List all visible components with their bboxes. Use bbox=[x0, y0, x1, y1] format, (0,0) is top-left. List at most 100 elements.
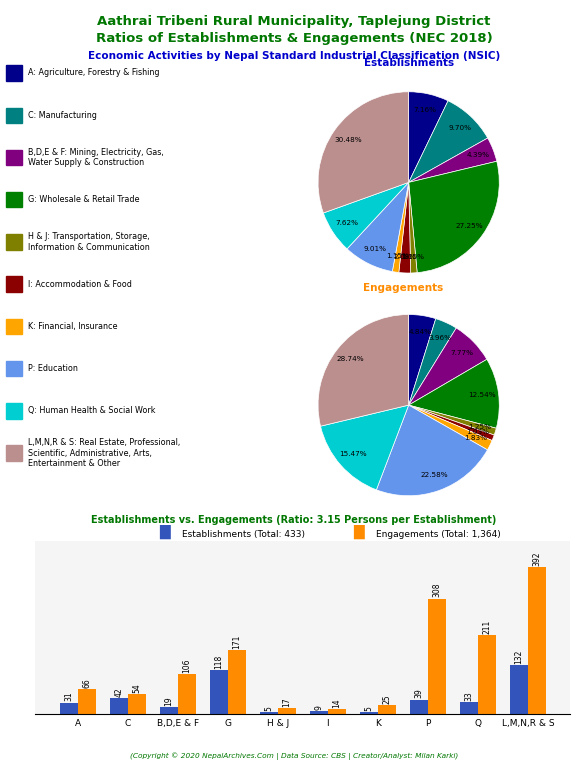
Text: 308: 308 bbox=[432, 583, 442, 598]
Text: Economic Activities by Nepal Standard Industrial Classification (NSIC): Economic Activities by Nepal Standard In… bbox=[88, 51, 500, 61]
Text: 25: 25 bbox=[382, 694, 392, 703]
Wedge shape bbox=[409, 315, 436, 406]
Text: Establishments vs. Engagements (Ratio: 3.15 Persons per Establishment): Establishments vs. Engagements (Ratio: 3… bbox=[91, 515, 497, 525]
Text: 5: 5 bbox=[264, 707, 273, 711]
Text: 33: 33 bbox=[465, 691, 473, 700]
Text: 1.03%: 1.03% bbox=[466, 429, 489, 435]
Text: █: █ bbox=[353, 525, 364, 539]
Text: 9.70%: 9.70% bbox=[448, 125, 471, 131]
Text: 5: 5 bbox=[365, 707, 373, 711]
Text: L,M,N,R & S: Real Estate, Professional,
Scientific, Administrative, Arts,
Entert: L,M,N,R & S: Real Estate, Professional, … bbox=[28, 439, 181, 468]
Bar bbox=[310, 711, 328, 714]
Wedge shape bbox=[409, 328, 487, 406]
Wedge shape bbox=[409, 406, 492, 450]
Wedge shape bbox=[409, 319, 456, 406]
Wedge shape bbox=[409, 183, 417, 273]
Text: Engagements: Engagements bbox=[363, 283, 443, 293]
Text: 7.16%: 7.16% bbox=[414, 107, 437, 113]
Text: P: Education: P: Education bbox=[28, 364, 78, 373]
Bar bbox=[178, 674, 196, 714]
Text: K: Financial, Insurance: K: Financial, Insurance bbox=[28, 322, 118, 331]
Text: I: Accommodation & Food: I: Accommodation & Food bbox=[28, 280, 132, 289]
Text: 3.96%: 3.96% bbox=[428, 335, 451, 340]
Text: 17: 17 bbox=[282, 697, 291, 707]
Wedge shape bbox=[409, 161, 499, 273]
Wedge shape bbox=[318, 92, 409, 213]
Bar bbox=[260, 713, 278, 714]
Bar bbox=[278, 708, 296, 714]
Title: Establishments: Establishments bbox=[363, 58, 454, 68]
Text: Aathrai Tribeni Rural Municipality, Taplejung District: Aathrai Tribeni Rural Municipality, Tapl… bbox=[97, 15, 491, 28]
Text: 22.58%: 22.58% bbox=[420, 472, 447, 478]
Text: 4.84%: 4.84% bbox=[409, 329, 432, 335]
Text: 1.25%: 1.25% bbox=[468, 424, 491, 430]
Wedge shape bbox=[409, 359, 499, 429]
Bar bbox=[360, 713, 378, 714]
Text: 54: 54 bbox=[132, 683, 141, 693]
Text: 7.62%: 7.62% bbox=[335, 220, 358, 227]
Text: 42: 42 bbox=[114, 687, 123, 697]
Wedge shape bbox=[320, 406, 409, 490]
Text: (Copyright © 2020 NepalArchives.Com | Data Source: CBS | Creator/Analyst: Milan : (Copyright © 2020 NepalArchives.Com | Da… bbox=[130, 753, 458, 760]
Bar bbox=[128, 694, 146, 714]
Text: 211: 211 bbox=[483, 620, 492, 634]
Text: B,D,E & F: Mining, Electricity, Gas,
Water Supply & Construction: B,D,E & F: Mining, Electricity, Gas, Wat… bbox=[28, 147, 164, 167]
Wedge shape bbox=[376, 406, 487, 495]
Bar bbox=[228, 650, 246, 714]
Wedge shape bbox=[409, 138, 497, 183]
Text: 19: 19 bbox=[164, 697, 173, 706]
Wedge shape bbox=[409, 406, 494, 441]
Wedge shape bbox=[318, 315, 409, 426]
Wedge shape bbox=[392, 183, 409, 273]
Bar bbox=[460, 702, 478, 714]
Text: 1.15%: 1.15% bbox=[386, 253, 409, 259]
Text: 14: 14 bbox=[332, 698, 342, 708]
Text: 2.08%: 2.08% bbox=[394, 253, 417, 260]
Text: █: █ bbox=[159, 525, 170, 539]
Text: 118: 118 bbox=[214, 654, 223, 669]
Wedge shape bbox=[409, 92, 448, 183]
Bar bbox=[378, 705, 396, 714]
Text: 4.39%: 4.39% bbox=[466, 152, 489, 158]
Text: 1.15%: 1.15% bbox=[402, 253, 425, 260]
Text: Ratios of Establishments & Engagements (NEC 2018): Ratios of Establishments & Engagements (… bbox=[96, 32, 492, 45]
Wedge shape bbox=[323, 183, 409, 249]
Text: 30.48%: 30.48% bbox=[334, 137, 362, 143]
Text: 39: 39 bbox=[415, 689, 423, 698]
Text: 392: 392 bbox=[533, 551, 542, 566]
Bar bbox=[410, 700, 428, 714]
Text: 9: 9 bbox=[315, 705, 323, 710]
Text: 7.77%: 7.77% bbox=[450, 350, 473, 356]
Text: 1.83%: 1.83% bbox=[464, 435, 487, 441]
Bar bbox=[109, 698, 128, 714]
Text: 132: 132 bbox=[514, 649, 523, 664]
Text: C: Manufacturing: C: Manufacturing bbox=[28, 111, 97, 120]
Text: 106: 106 bbox=[182, 659, 191, 674]
Text: G: Wholesale & Retail Trade: G: Wholesale & Retail Trade bbox=[28, 195, 140, 204]
Bar bbox=[510, 664, 528, 714]
Wedge shape bbox=[409, 406, 496, 435]
Text: Q: Human Health & Social Work: Q: Human Health & Social Work bbox=[28, 406, 156, 415]
Bar bbox=[328, 709, 346, 714]
Text: 28.74%: 28.74% bbox=[336, 356, 364, 362]
Text: H & J: Transportation, Storage,
Information & Communication: H & J: Transportation, Storage, Informat… bbox=[28, 232, 150, 252]
Wedge shape bbox=[347, 183, 409, 272]
Text: 27.25%: 27.25% bbox=[455, 223, 483, 229]
Text: A: Agriculture, Forestry & Fishing: A: Agriculture, Forestry & Fishing bbox=[28, 68, 160, 78]
Bar bbox=[78, 690, 96, 714]
Bar bbox=[528, 567, 546, 714]
Text: 15.47%: 15.47% bbox=[339, 451, 367, 457]
Bar bbox=[428, 598, 446, 714]
Bar bbox=[59, 703, 78, 714]
Bar bbox=[160, 707, 178, 714]
Bar bbox=[478, 635, 496, 714]
Text: 66: 66 bbox=[82, 679, 91, 688]
Text: 31: 31 bbox=[64, 692, 73, 701]
Bar bbox=[210, 670, 228, 714]
Text: Establishments (Total: 433): Establishments (Total: 433) bbox=[182, 530, 305, 539]
Text: 9.01%: 9.01% bbox=[364, 246, 387, 252]
Text: Engagements (Total: 1,364): Engagements (Total: 1,364) bbox=[376, 530, 501, 539]
Text: 171: 171 bbox=[232, 634, 241, 649]
Text: 12.54%: 12.54% bbox=[469, 392, 496, 398]
Wedge shape bbox=[399, 183, 410, 273]
